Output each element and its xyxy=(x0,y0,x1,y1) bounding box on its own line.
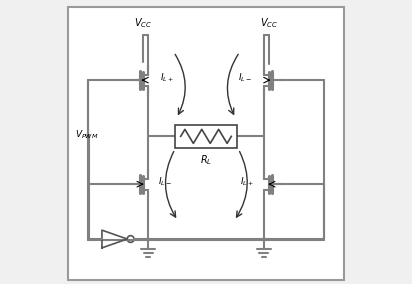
Text: $R_L$: $R_L$ xyxy=(200,153,212,167)
Text: $I_{L-}$: $I_{L-}$ xyxy=(239,71,253,83)
Text: $V_{CC}$: $V_{CC}$ xyxy=(260,16,279,30)
Bar xyxy=(175,125,237,148)
Text: $V_{PWM}$: $V_{PWM}$ xyxy=(75,129,99,141)
Text: $I_{L-}$: $I_{L-}$ xyxy=(158,175,172,188)
Text: $I_{L+}$: $I_{L+}$ xyxy=(240,175,254,188)
Text: $I_{L+}$: $I_{L+}$ xyxy=(159,71,173,83)
Text: $V_{CC}$: $V_{CC}$ xyxy=(133,16,152,30)
